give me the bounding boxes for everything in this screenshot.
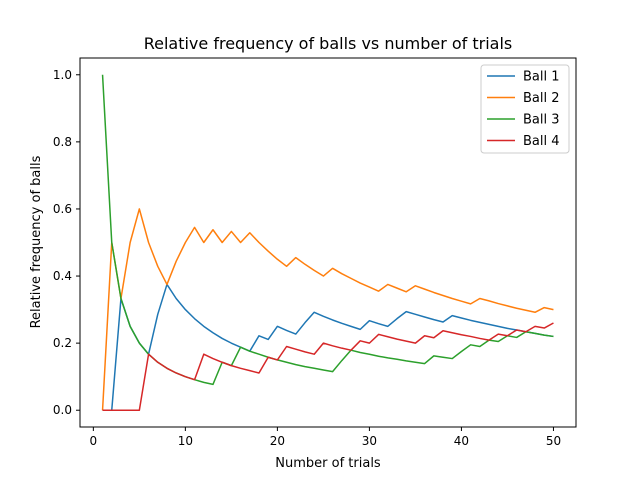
legend-box bbox=[480, 64, 570, 154]
x-tick-label: 40 bbox=[454, 434, 469, 448]
x-tick-label: 10 bbox=[178, 434, 193, 448]
axes-frame bbox=[79, 57, 577, 428]
legend-item: Ball 4 bbox=[487, 134, 560, 149]
x-tick-label: 50 bbox=[546, 434, 561, 448]
y-tick-label: 0.8 bbox=[53, 135, 72, 149]
y-tick-label: 0.4 bbox=[53, 269, 72, 283]
legend-item: Ball 2 bbox=[487, 91, 560, 106]
plot-area bbox=[101, 74, 554, 411]
y-axis: 0.0 0.2 0.4 0.6 0.8 1.0 bbox=[53, 68, 80, 417]
legend-label: Ball 4 bbox=[523, 134, 560, 149]
y-tick-label: 1.0 bbox=[53, 68, 72, 82]
series-line-4 bbox=[102, 322, 554, 411]
legend-label: Ball 2 bbox=[523, 91, 560, 106]
series-line-1 bbox=[102, 283, 554, 411]
legend-item: Ball 3 bbox=[487, 113, 560, 128]
x-axis-label: Number of trials bbox=[275, 456, 381, 471]
series-line-2 bbox=[101, 208, 554, 411]
legend: Ball 1 Ball 2 Ball 3 Ball 4 bbox=[480, 64, 570, 154]
legend-item: Ball 1 bbox=[487, 70, 560, 85]
x-tick-label: 30 bbox=[362, 434, 377, 448]
y-tick-label: 0.2 bbox=[53, 336, 72, 350]
x-tick-label: 20 bbox=[270, 434, 285, 448]
chart-title: Relative frequency of balls vs number of… bbox=[144, 34, 513, 53]
y-axis-label: Relative frequency of balls bbox=[29, 155, 44, 328]
x-tick-label: 0 bbox=[90, 434, 98, 448]
legend-label: Ball 1 bbox=[523, 70, 560, 85]
legend-label: Ball 3 bbox=[523, 113, 560, 128]
y-tick-label: 0.0 bbox=[53, 403, 72, 417]
x-axis: 0 10 20 30 40 50 bbox=[90, 427, 561, 448]
y-tick-label: 0.6 bbox=[53, 202, 72, 216]
